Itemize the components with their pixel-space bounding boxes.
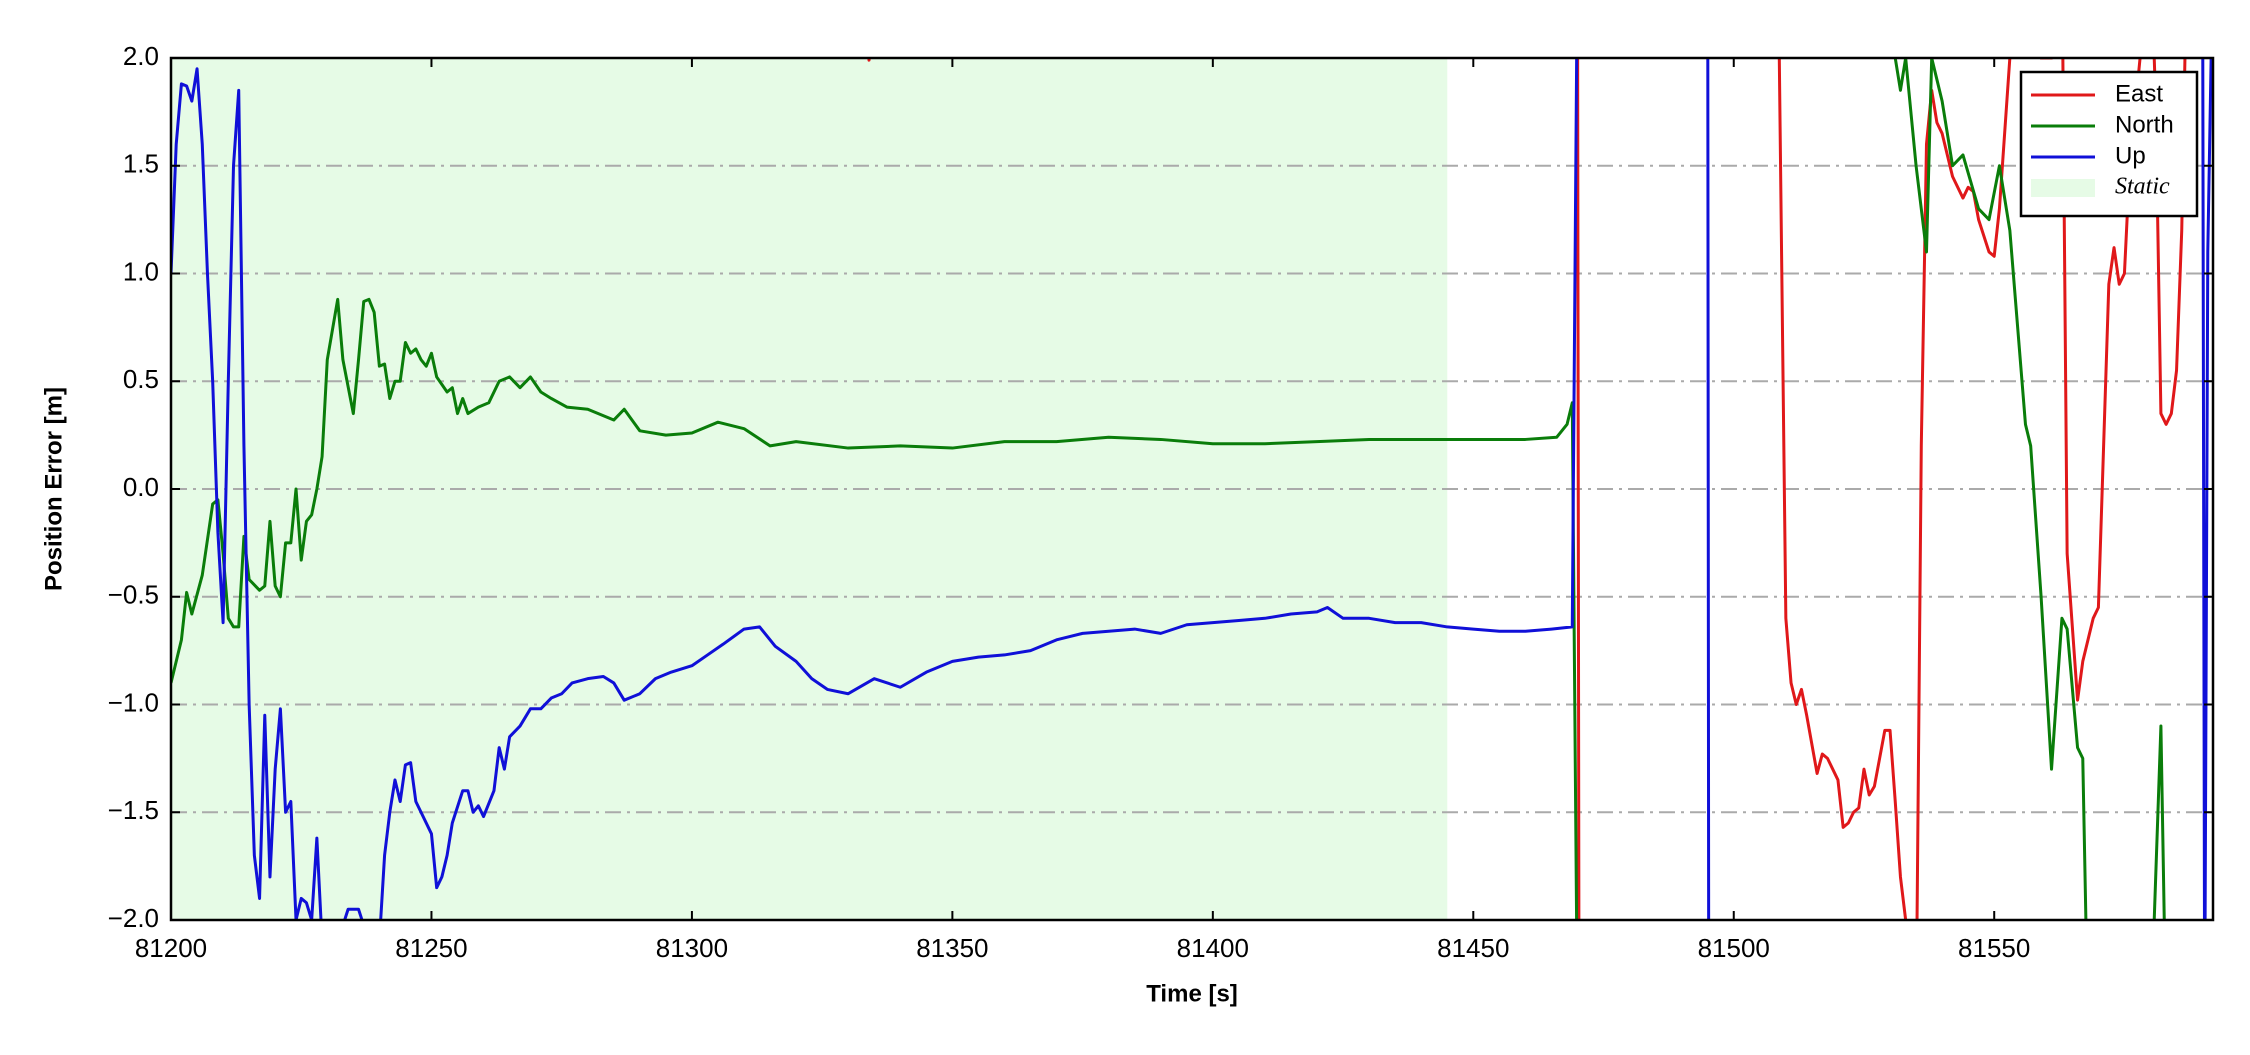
tick-layer: −2.0 −1.5 −1.0 −0.5 0.0 0.5 1.0 1.5 2.0 81200 8125…: [108, 41, 2213, 963]
y-axis-label: Position Error [m]: [40, 387, 67, 591]
x-tick-label: 81300: [656, 933, 728, 963]
y-tick-label: −1.0: [108, 687, 159, 717]
y-tick-label: −1.5: [108, 795, 159, 825]
x-axis-label: Time [s]: [1146, 980, 1238, 1007]
y-tick-label: 1.5: [123, 149, 159, 179]
y-tick-label: −2.0: [108, 903, 159, 933]
legend: East North Up Static: [2019, 70, 2199, 218]
legend-label: Static: [2115, 174, 2170, 200]
series-line: [867, 58, 2187, 920]
y-tick-label: 1.0: [123, 256, 159, 286]
x-tick-label: 81500: [1698, 933, 1770, 963]
x-tick-label: 81350: [916, 933, 988, 963]
legend-label: Up: [2115, 142, 2146, 169]
y-tick-label: −0.5: [108, 580, 159, 610]
y-tick-label: 2.0: [123, 41, 159, 71]
x-tick-label: 81400: [1177, 933, 1249, 963]
line-layer: [171, 58, 2213, 920]
x-tick-label: 81200: [135, 933, 207, 963]
x-tick-label: 81250: [395, 933, 467, 963]
x-tick-label: 81550: [1958, 933, 2030, 963]
legend-swatch: [2031, 179, 2095, 197]
legend-label: East: [2115, 80, 2163, 107]
legend-label: North: [2115, 111, 2174, 138]
series-line: [171, 58, 2166, 920]
y-tick-label: 0.0: [123, 472, 159, 502]
series-line: [171, 58, 2213, 920]
x-tick-label: 81450: [1437, 933, 1509, 963]
y-tick-label: 0.5: [123, 364, 159, 394]
